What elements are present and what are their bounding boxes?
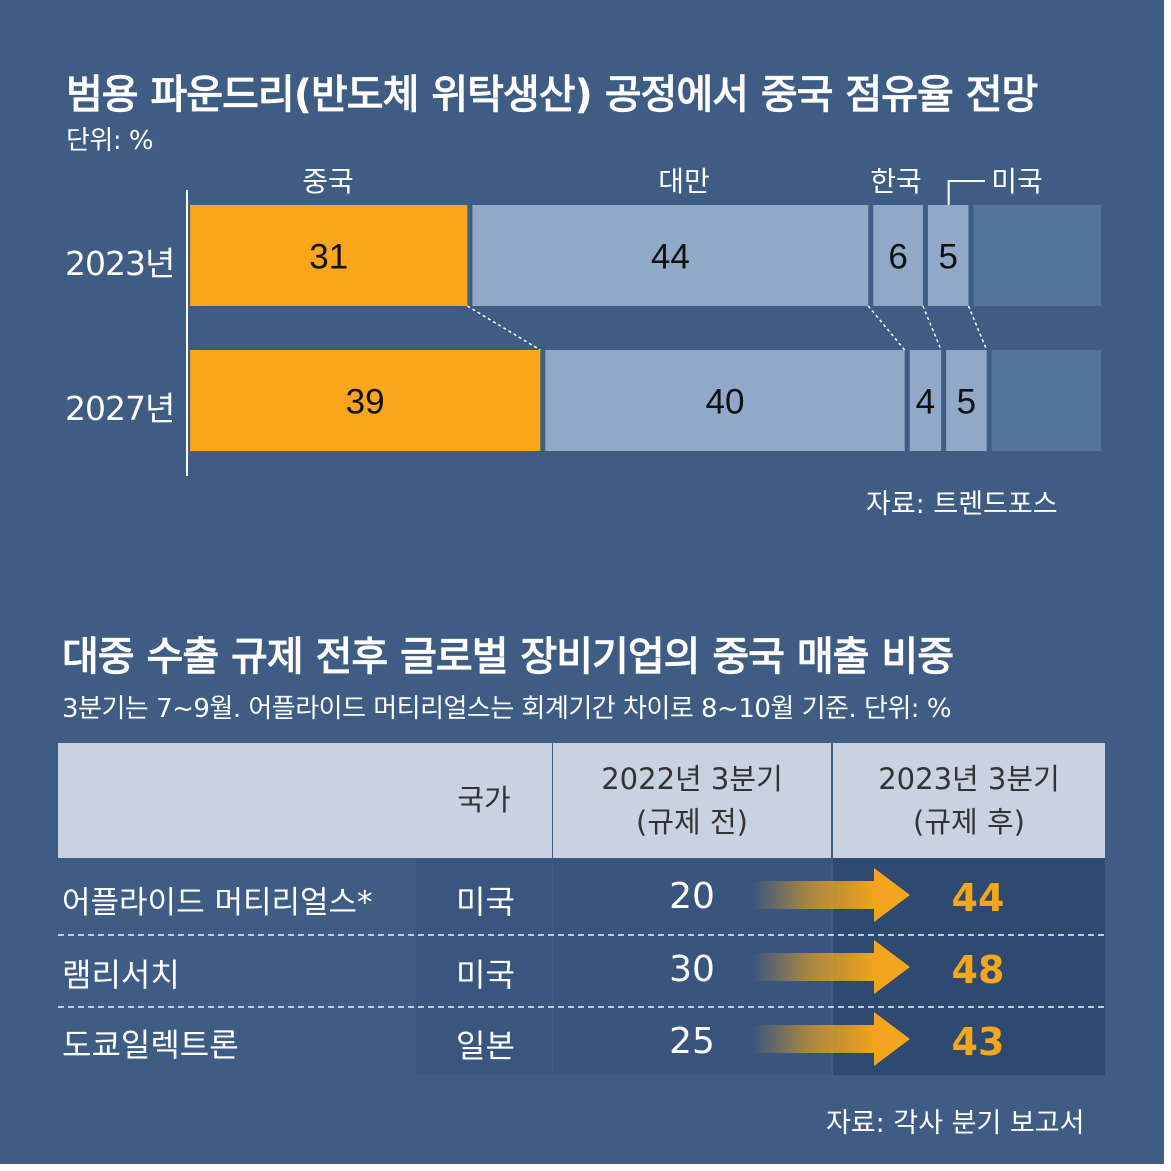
bar-segment-china-2027: [190, 350, 541, 451]
legend-taiwan: 대만: [658, 165, 710, 198]
bar-value-label-china-2023: 31: [309, 238, 348, 277]
connector-line: [967, 305, 988, 351]
bar-value-label-taiwan-2027: 40: [706, 383, 745, 422]
row3-after-value: 43: [951, 1020, 1005, 1064]
bar-segment-korea-2023: [873, 205, 923, 306]
year-label-2027: 2027년: [65, 389, 175, 428]
bar-value-label-korea-2023: 6: [888, 238, 907, 277]
chart1-source: 자료: 트렌드포스: [866, 489, 1058, 520]
header-before-line2: (규제 전): [636, 804, 748, 839]
bar-segment-usa-2027: [946, 350, 987, 451]
right-arrow-icon: [752, 1012, 910, 1066]
row-separator: [58, 1006, 1104, 1008]
bar-value-label-taiwan-2023: 44: [651, 238, 690, 277]
row-separator: [58, 934, 1104, 936]
chart2-subtitle: 3분기는 7~9월. 어플라이드 머티리얼스는 회계기간 차이로 8~10월 기…: [62, 694, 952, 724]
row3-before-value: 25: [669, 1021, 715, 1062]
bar-value-label-usa-2027: 5: [957, 383, 976, 422]
table-header-company: [58, 743, 416, 858]
row2-after-value: 48: [951, 948, 1005, 992]
bar-segment-taiwan-2023: [472, 205, 869, 306]
right-arrow-icon: [752, 940, 910, 994]
row1-company: 어플라이드 머티리얼스*: [62, 885, 373, 921]
bar-value-label-china-2027: 39: [346, 383, 385, 422]
row2-company: 램리서치: [62, 956, 180, 994]
row1-country: 미국: [456, 883, 515, 921]
legend-usa: 미국: [991, 165, 1043, 198]
row1-before-value: 20: [669, 876, 715, 917]
bar-segment-taiwan-2027: [545, 350, 905, 451]
chart2-title: 대중 수출 규제 전후 글로벌 장비기업의 중국 매출 비중: [62, 634, 954, 680]
table-header-country: 국가: [416, 743, 552, 858]
bar-segment-usa-2023: [927, 205, 969, 306]
chart1-title: 범용 파운드리(반도체 위탁생산) 공정에서 중국 점유율 전망: [66, 72, 1038, 118]
row1-after-value: 44: [951, 876, 1005, 920]
row3-company: 도쿄일렉트론: [62, 1026, 239, 1064]
bar-value-label-korea-2027: 4: [916, 383, 935, 422]
connector-line: [467, 305, 541, 351]
table-header-country-label: 국가: [457, 783, 511, 818]
bar-segment-others-2023: [973, 205, 1101, 306]
header-before-line1: 2022년 3분기: [601, 762, 783, 797]
table-header-before: 2022년 3분기 (규제 전): [553, 743, 831, 858]
header-after-line1: 2023년 3분기: [878, 762, 1060, 797]
table-header-after: 2023년 3분기 (규제 후): [833, 743, 1105, 858]
usa-label-leader-line: [947, 180, 985, 205]
bar-segment-others-2027: [991, 350, 1101, 451]
connector-line: [867, 305, 906, 351]
chart1-unit: 단위: %: [66, 126, 154, 156]
country-column-bg: [416, 858, 552, 1075]
row2-before-value: 30: [669, 949, 715, 990]
legend-korea: 한국: [870, 165, 922, 198]
bar-segment-china-2023: [190, 205, 468, 306]
chart2-source: 자료: 각사 분기 보고서: [826, 1108, 1085, 1139]
stacked-bar-chart: 31 44 6 539 40 4 5: [186, 180, 1101, 476]
right-arrow-icon: [752, 868, 910, 922]
bar-value-label-usa-2023: 5: [938, 238, 957, 277]
legend-china: 중국: [302, 165, 354, 198]
header-after-line2: (규제 후): [913, 804, 1025, 839]
bar-segment-korea-2027: [909, 350, 942, 451]
row2-country: 미국: [456, 956, 515, 994]
row3-country: 일본: [456, 1027, 515, 1065]
connector-line: [922, 305, 942, 351]
year-label-2023: 2023년: [65, 244, 175, 283]
